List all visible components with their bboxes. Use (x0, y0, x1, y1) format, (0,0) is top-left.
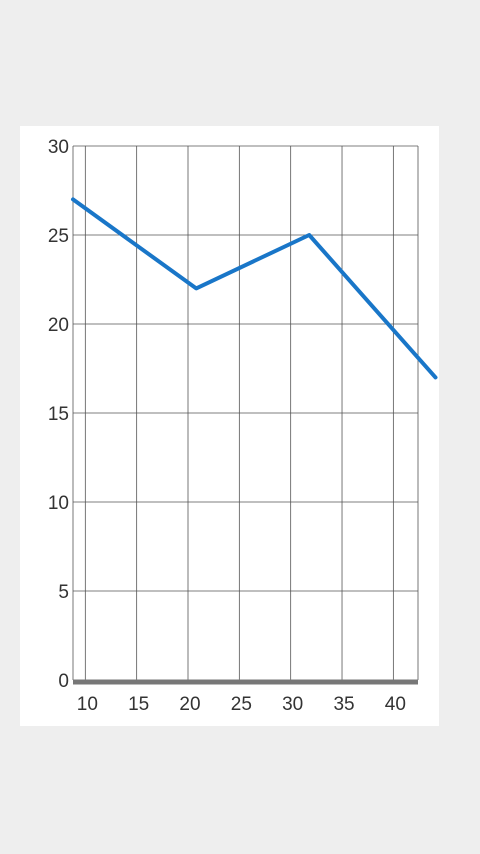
x-tick-label: 10 (77, 694, 98, 715)
y-axis-ticks: 0 5 10 15 20 25 30 (48, 137, 69, 692)
x-tick-label: 35 (333, 694, 354, 715)
y-tick-label: 5 (58, 582, 69, 603)
series-layer (71, 197, 438, 380)
y-tick-label: 0 (58, 671, 69, 692)
x-tick-label: 25 (231, 694, 252, 715)
y-tick-label: 25 (48, 226, 69, 247)
x-tick-label: 30 (282, 694, 303, 715)
y-tick-label: 10 (48, 493, 69, 514)
y-tick-label: 20 (48, 315, 69, 336)
y-tick-label: 15 (48, 404, 69, 425)
y-tick-label: 30 (48, 137, 69, 158)
chart-card: 0 5 10 15 20 25 30 10 15 20 25 30 35 40 (20, 126, 439, 726)
x-tick-label: 40 (385, 694, 406, 715)
line-chart: 0 5 10 15 20 25 30 10 15 20 25 30 35 40 (48, 137, 438, 715)
grid-lines (72, 145, 419, 681)
x-tick-label: 15 (128, 694, 149, 715)
x-axis-ticks: 10 15 20 25 30 35 40 (77, 694, 406, 715)
series-line (71, 197, 438, 380)
x-tick-label: 20 (179, 694, 200, 715)
